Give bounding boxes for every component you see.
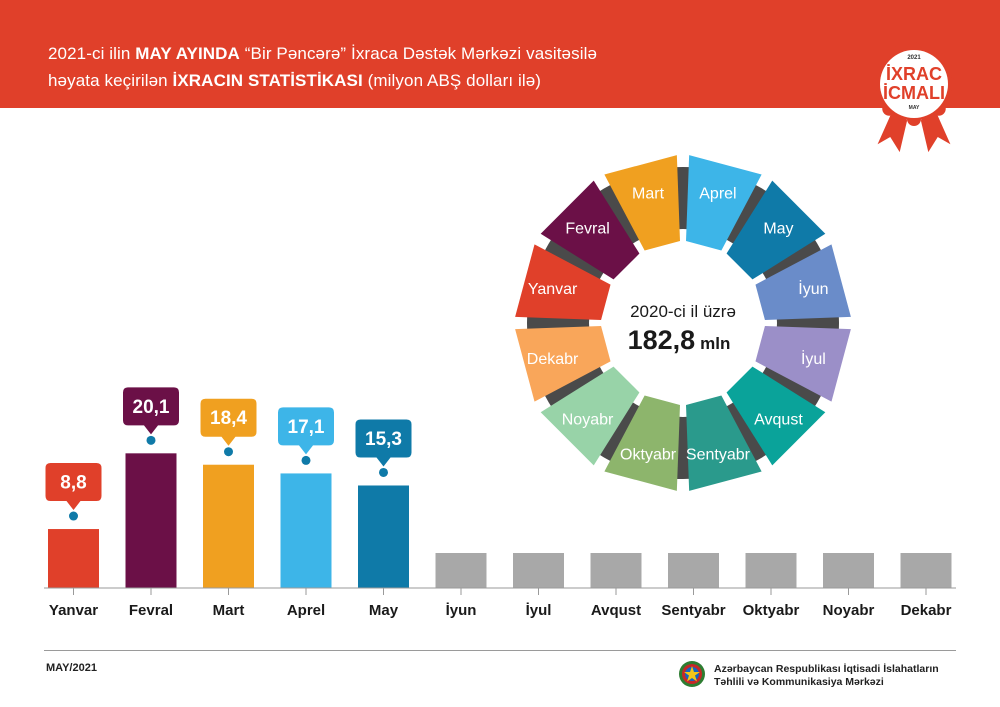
- donut-segment-sentyabr: [686, 395, 762, 491]
- donut-segment-may: [726, 180, 826, 280]
- bar-aprel: [280, 473, 332, 588]
- organization-name-line-1: Azərbaycan Respublikası İqtisadi İslahat…: [714, 663, 939, 675]
- badge-title-1: İXRAC: [886, 64, 942, 84]
- donut-center-value: 182,8: [628, 325, 696, 355]
- bar-dot: [301, 455, 311, 465]
- bar-dot: [379, 467, 388, 477]
- data-label: 18,4: [210, 408, 247, 429]
- donut-center-unit: mln: [700, 334, 730, 353]
- hline2-segment: (milyon ABŞ dolları ilə): [362, 71, 542, 90]
- bar-placeholder: [590, 553, 642, 588]
- donut-chart: Aprel May İyun İyul Avqust Sentyabr Oktyabr Noy…: [515, 155, 851, 491]
- x-tick-label: Mart: [213, 602, 245, 619]
- donut-segment-i̇yul: [755, 326, 851, 402]
- badge-month: MAY: [909, 105, 920, 111]
- donut-segment-dekabr: [515, 326, 611, 402]
- bar-may: [358, 485, 409, 588]
- donut-label: May: [763, 221, 793, 238]
- bar-placeholder: [900, 553, 952, 588]
- x-tick-label: Sentyabr: [661, 602, 725, 619]
- donut-label: Yanvar: [528, 281, 578, 298]
- x-tick-label: Oktyabr: [743, 602, 800, 619]
- donut-label: Dekabr: [527, 351, 579, 368]
- x-tick-label: Yanvar: [49, 602, 98, 619]
- donut-track: [527, 167, 839, 479]
- hline1-segment: MAY AYINDA: [135, 44, 240, 63]
- data-label: 8,8: [60, 473, 86, 494]
- donut-segment-yanvar: [515, 244, 611, 320]
- donut-label: Noyabr: [562, 411, 614, 428]
- bar-placeholder: [513, 553, 564, 588]
- bar-dot: [224, 447, 233, 457]
- badge-circle: [880, 50, 948, 118]
- value-callout: [45, 463, 102, 511]
- bar-yanvar: [48, 529, 99, 588]
- footer-date: MAY/2021: [46, 662, 97, 674]
- donut-center: [615, 255, 751, 391]
- hline1-segment: 2021-ci ilin: [48, 44, 136, 63]
- x-tick-label: Fevral: [129, 602, 173, 619]
- bar-mart: [203, 464, 254, 588]
- donut-label: İyun: [798, 279, 828, 298]
- donut-segment-oktyabr: [604, 395, 680, 491]
- donut-segment-noyabr: [540, 366, 640, 466]
- bar-dot: [69, 511, 78, 521]
- donut-segment-aprel: [686, 155, 762, 251]
- x-tick-label: İyun: [446, 602, 477, 619]
- donut-center-text: 2020-ci il üzrə: [630, 302, 736, 321]
- donut-segment-i̇yun: [755, 244, 851, 320]
- bar-placeholder: [668, 553, 719, 588]
- donut-label: Avqust: [754, 411, 803, 428]
- x-tick-label: Dekabr: [901, 602, 952, 619]
- footer-divider: [44, 650, 956, 651]
- donut-label: Fevral: [565, 221, 609, 238]
- ixrac-icmali-badge: 2021 İXRAC İCMALI MAY: [872, 42, 956, 156]
- hline2-segment: həyata keçirilən: [48, 71, 173, 90]
- donut-segment-fevral: [540, 180, 640, 280]
- state-emblem-icon: [679, 661, 705, 687]
- x-tick-label: Noyabr: [823, 602, 875, 619]
- bar-placeholder: [745, 553, 797, 588]
- x-tick-label: Aprel: [287, 602, 325, 619]
- donut-label: Aprel: [699, 186, 736, 203]
- organization-name-line-2: Təhlili və Kommunikasiya Mərkəzi: [714, 676, 884, 688]
- data-label: 17,1: [288, 417, 325, 438]
- value-callout: [123, 387, 179, 435]
- bar-placeholder: [435, 553, 487, 588]
- data-label: 15,3: [365, 429, 402, 450]
- donut-label: Oktyabr: [620, 446, 677, 463]
- bar-placeholder: [823, 553, 874, 588]
- bar-dot: [146, 435, 156, 445]
- value-callout: [355, 419, 412, 467]
- header-title-line-2: həyata keçirilən İXRACIN STATİSTİKASI (m…: [48, 71, 541, 91]
- hline2-segment: İXRACIN STATİSTİKASI: [172, 71, 363, 90]
- x-tick-label: Avqust: [591, 602, 641, 619]
- bar-chart: 8,8 Yanvar 20,1 Fevral 18,4 Mart 17,1 Aprel 15,3…: [44, 387, 956, 619]
- badge-title-2: İCMALI: [883, 83, 945, 103]
- header-banner: [0, 0, 1000, 108]
- badge-year: 2021: [907, 55, 921, 61]
- x-tick-label: May: [369, 602, 399, 619]
- bar-fevral: [125, 453, 177, 588]
- donut-segment-avqust: [726, 366, 826, 466]
- x-tick-label: İyul: [526, 602, 552, 619]
- header-title-line-1: 2021-ci ilin MAY AYINDA “Bir Pəncərə” İx…: [48, 44, 597, 64]
- donut-label: İyul: [801, 349, 826, 368]
- donut-label: Sentyabr: [686, 446, 751, 463]
- hline1-segment: “Bir Pəncərə” İxraca Dəstək Mərkəzi vasi…: [239, 44, 598, 63]
- donut-center-total: 182,8 mln: [628, 325, 731, 355]
- value-callout: [278, 407, 334, 455]
- data-label: 20,1: [133, 397, 170, 418]
- organization-name: Azərbaycan Respublikası İqtisadi İslahat…: [714, 663, 939, 689]
- value-callout: [200, 398, 257, 446]
- donut-segment-mart: [604, 155, 680, 251]
- donut-label: Mart: [632, 186, 665, 203]
